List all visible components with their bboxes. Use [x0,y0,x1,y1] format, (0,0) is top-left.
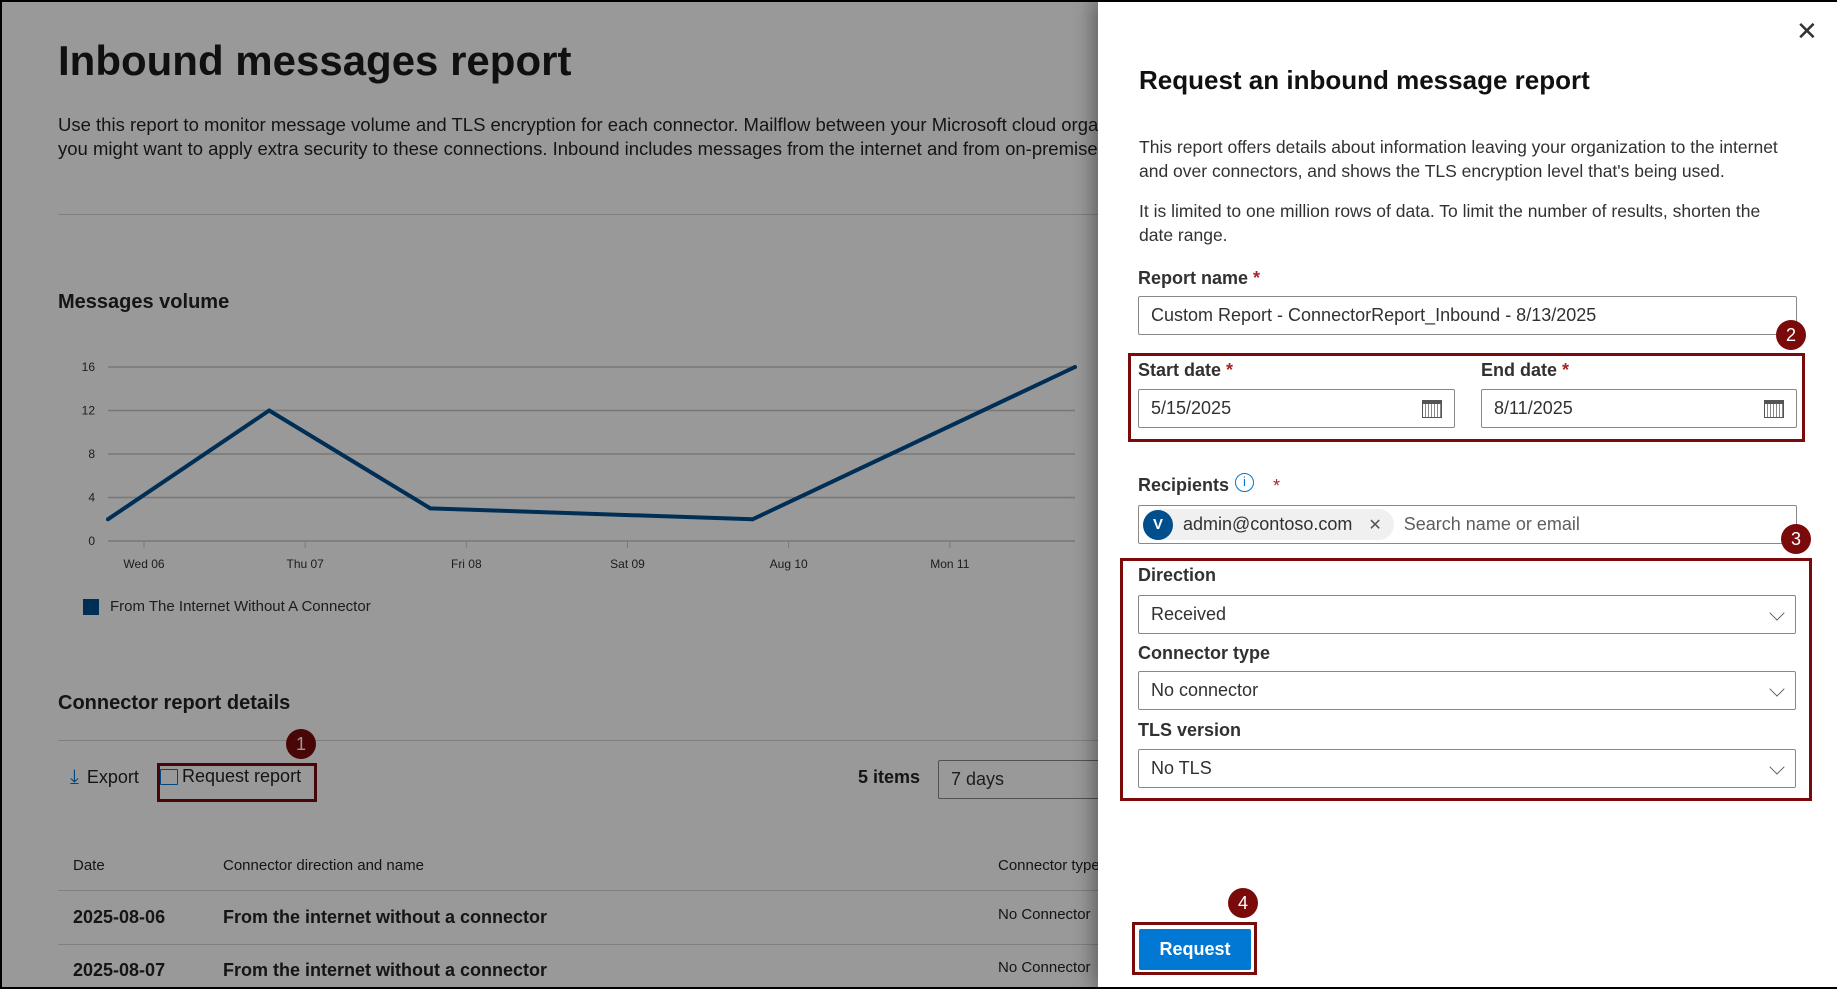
annotation-box-4 [1132,922,1257,975]
x-tick-label: Mon 11 [930,557,969,571]
x-tick-label: Aug 10 [770,557,808,571]
description-line: date range. [1139,225,1228,245]
connector-type-label: Connector type [1138,643,1271,663]
connector-type-select[interactable]: No connector [1138,671,1796,710]
report-name-value: Custom Report - ConnectorReport_Inbound … [1151,305,1597,325]
end-date-value: 8/11/2025 [1494,398,1573,418]
row-date: 2025-08-06 [73,907,166,927]
row-connector: From the internet without a connector [223,960,548,980]
recipient-chip[interactable]: V admin@contoso.com ✕ [1143,509,1394,540]
row-date: 2025-08-07 [73,960,166,980]
recipients-label: Recipients [1138,475,1230,495]
remove-icon[interactable]: ✕ [1368,516,1382,534]
data-point [106,517,110,522]
y-tick-label: 4 [88,491,95,505]
request-report-label: Request report [182,766,302,786]
data-point [1073,365,1077,369]
tls-version-label: TLS version [1138,720,1242,740]
report-name-input[interactable]: Custom Report - ConnectorReport_Inbound … [1138,296,1797,335]
description-line: and over connectors, and shows the TLS e… [1139,161,1725,181]
row-connector: From the internet without a connector [223,907,548,927]
page-description-1: Use this report to monitor message volum… [58,114,1098,135]
annotation-box-3 [1120,558,1812,801]
column-header-type[interactable]: Connector type [998,857,1098,874]
tls-version-select[interactable]: No TLS [1138,749,1796,788]
modal-overlay[interactable] [0,0,1098,989]
divider [58,944,1098,945]
recipients-input[interactable]: V admin@contoso.com ✕ Search name or ema… [1138,505,1797,544]
annotation-box-2 [1128,353,1805,442]
direction-value: Received [1151,604,1227,624]
avatar: V [1143,509,1173,540]
annotation-badge-2: 2 [1776,320,1806,350]
start-date-label: Start date * [1138,360,1234,380]
legend-label[interactable]: From The Internet Without A Connector [110,598,371,615]
divider [58,890,1098,891]
close-icon[interactable]: ✕ [1796,16,1818,46]
request-report-button[interactable]: Request report [160,766,301,787]
data-point [750,517,755,522]
data-point [428,506,433,511]
data-point [267,408,272,413]
annotation-box-1 [157,763,317,802]
details-title: Connector report details [58,692,291,714]
request-button[interactable]: Request [1139,929,1251,970]
column-header-date[interactable]: Date [73,857,105,874]
row-type: No Connector [998,959,1091,976]
items-count: 5 items [858,767,921,787]
end-date-label: End date * [1481,360,1570,380]
download-icon: ⤓ [70,766,79,788]
direction-label: Direction [1138,565,1217,585]
x-tick-label: Thu 07 [286,557,324,571]
request-report-panel: ✕ Request an inbound message report This… [1098,0,1837,989]
report-request-icon [160,768,178,785]
row-type: No Connector [998,906,1091,923]
y-tick-label: 8 [88,447,95,461]
info-icon[interactable]: i [1235,473,1254,492]
x-tick-label: Sat 09 [610,557,645,571]
report-page: Inbound messages report Use this report … [0,0,1098,989]
export-label: Export [86,767,139,787]
date-range-select[interactable]: 7 days [938,760,1098,799]
report-name-label: Report name * [1138,268,1261,288]
date-range-value: 7 days [951,769,1005,789]
messages-volume-chart: 0 4 8 12 16 Wed 06 Thu 07 Fri 08 Sat 09 Aug 10 Mon… [82,360,1077,571]
divider [58,214,1098,215]
annotation-badge-4: 4 [1228,888,1258,918]
description-line: It is limited to one million rows of dat… [1139,201,1761,221]
page-title: Inbound messages report [58,37,572,84]
chart-section-title: Messages volume [58,291,230,313]
calendar-icon[interactable] [1764,400,1784,418]
description-line: This report offers details about informa… [1139,137,1778,157]
direction-select[interactable]: Received [1138,595,1796,634]
annotation-badge-3: 3 [1781,524,1811,554]
required-mark: * [1273,476,1281,496]
calendar-icon[interactable] [1422,400,1442,418]
column-header-connector[interactable]: Connector direction and name [223,857,424,874]
tls-version-value: No TLS [1151,758,1212,778]
x-tick-label: Fri 08 [451,557,482,571]
legend-swatch [83,599,99,615]
x-tick-label: Wed 06 [123,557,164,571]
start-date-value: 5/15/2025 [1151,398,1232,418]
y-tick-label: 12 [82,404,96,418]
end-date-input[interactable]: 8/11/2025 [1481,389,1797,428]
y-tick-label: 0 [88,534,95,548]
annotation-badge-1: 1 [286,729,316,759]
y-tick-label: 16 [82,360,96,374]
recipient-email: admin@contoso.com [1183,514,1353,534]
page-description-2: you might want to apply extra security t… [58,138,1098,159]
divider [58,740,1098,741]
start-date-input[interactable]: 5/15/2025 [1138,389,1455,428]
recipients-search-placeholder: Search name or email [1403,514,1580,534]
connector-type-value: No connector [1151,680,1259,700]
panel-description: This report offers details about informa… [1139,135,1778,247]
panel-title: Request an inbound message report [1139,65,1590,95]
export-button[interactable]: ⤓ Export [70,766,139,789]
